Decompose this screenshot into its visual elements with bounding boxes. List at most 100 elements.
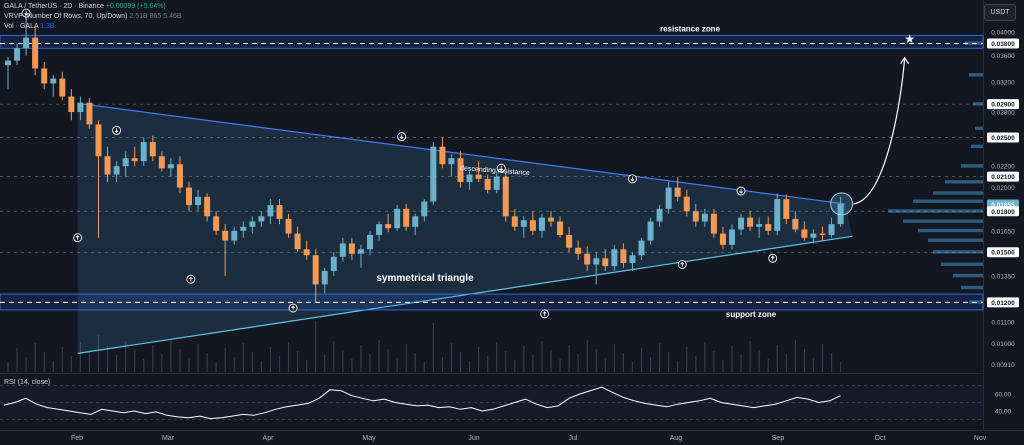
volume-bar xyxy=(297,351,299,372)
price-badge xyxy=(987,38,1019,49)
candle xyxy=(23,10,30,56)
candle xyxy=(276,199,283,225)
volume-bar xyxy=(387,349,389,372)
candle xyxy=(729,224,735,250)
candle-body xyxy=(620,249,627,263)
volume-label[interactable]: Vol · GALA xyxy=(4,23,39,30)
price-badge-label: 0.01500 xyxy=(991,250,1015,257)
volume-bar xyxy=(776,345,778,372)
volume-bar xyxy=(351,359,353,372)
volume-bar xyxy=(631,362,634,372)
candle xyxy=(665,182,672,214)
candle-body xyxy=(674,187,681,197)
volume-profile-row xyxy=(945,180,983,184)
candle xyxy=(41,61,48,90)
candle-body xyxy=(303,249,310,256)
price-axis-labels: 0.044000.040000.036000.032000.028000.022… xyxy=(987,8,1019,369)
price-tick-label: 0.01350 xyxy=(991,273,1015,280)
rsi-tick-label: 40.00 xyxy=(995,409,1012,416)
volume-bar xyxy=(224,348,226,372)
volume-bar xyxy=(478,347,480,372)
volume-bar xyxy=(197,344,199,372)
volume-bar xyxy=(215,362,217,372)
candle xyxy=(394,205,401,231)
volume-bar xyxy=(269,347,272,372)
volume-bar xyxy=(731,346,733,372)
candle-body xyxy=(204,196,211,217)
candle-body xyxy=(249,221,256,227)
symbol-name[interactable]: GALA / TetherUS · 2D · Binance xyxy=(4,3,104,10)
candle xyxy=(674,176,681,202)
candle-body xyxy=(240,226,247,231)
candle xyxy=(493,171,500,194)
candle-body xyxy=(710,213,717,234)
symbol-header: GALA / TetherUS · 2D · Binance +0.00099 … xyxy=(4,3,166,10)
candle-body xyxy=(692,211,699,222)
volume-bar xyxy=(52,361,54,372)
volume-bar xyxy=(604,358,606,372)
volume-bar xyxy=(541,341,543,372)
candle-body xyxy=(548,217,554,222)
candle xyxy=(747,211,754,231)
volume-bar xyxy=(70,356,72,372)
volume-bar xyxy=(16,348,18,372)
candle-body xyxy=(14,48,21,61)
candle-body xyxy=(113,166,120,175)
vrvp-label[interactable]: VRVP (Number Of Rows, 70, Up/Down) xyxy=(4,13,128,20)
breakout-circle xyxy=(830,192,854,216)
candle-body xyxy=(701,213,708,222)
candle-body xyxy=(376,224,383,235)
candle xyxy=(303,240,310,260)
volume-bar xyxy=(369,354,371,372)
price-tick-label: 0.01100 xyxy=(991,319,1014,326)
volume-profile-row xyxy=(953,273,983,278)
volume-bar xyxy=(152,345,154,372)
candle xyxy=(701,208,708,227)
volume-bar xyxy=(324,355,326,372)
candle-body xyxy=(167,164,174,169)
candle xyxy=(457,151,464,188)
price-tick-label: 0.00910 xyxy=(991,362,1015,369)
candle-body xyxy=(502,176,509,217)
volume-profile-row xyxy=(961,285,983,290)
volume-bar xyxy=(315,321,317,372)
candle-body xyxy=(140,142,147,162)
symmetrical-triangle-label: symmetrical triangle xyxy=(376,273,474,284)
volume-bar xyxy=(125,341,127,372)
candle-body xyxy=(593,258,600,265)
volume-bar xyxy=(242,343,244,372)
candle-body xyxy=(475,174,482,179)
candle xyxy=(59,71,66,101)
candle xyxy=(204,193,211,222)
volume-bar xyxy=(378,340,380,372)
candle-body xyxy=(50,78,57,84)
candle xyxy=(647,217,654,245)
currency-button[interactable]: USDT xyxy=(984,4,1016,21)
price-tick-label: 0.03600 xyxy=(991,53,1015,60)
candle-body xyxy=(86,102,93,125)
candle-body xyxy=(131,158,138,162)
volume-bar xyxy=(34,343,36,372)
time-tick-label: Jun xyxy=(468,435,479,442)
candle-body xyxy=(23,37,30,49)
price-badge-label: 0.01200 xyxy=(991,300,1015,307)
rsi-line xyxy=(3,386,841,420)
candle xyxy=(321,267,328,294)
candle xyxy=(240,221,247,238)
candle xyxy=(412,213,419,235)
candle-body xyxy=(394,208,401,229)
candle xyxy=(294,226,301,253)
candle xyxy=(149,135,156,162)
candle-body xyxy=(738,217,745,230)
pivot-marker-icon xyxy=(397,132,407,142)
candle-body xyxy=(357,249,364,254)
candle xyxy=(584,246,591,271)
volume-bar xyxy=(668,352,670,372)
candle-body xyxy=(95,124,102,157)
candle-body xyxy=(774,199,781,231)
volume-bar xyxy=(468,361,471,372)
candle-body xyxy=(638,240,645,256)
price-tick-label: 0.02200 xyxy=(991,164,1015,171)
candle-body xyxy=(195,196,202,206)
